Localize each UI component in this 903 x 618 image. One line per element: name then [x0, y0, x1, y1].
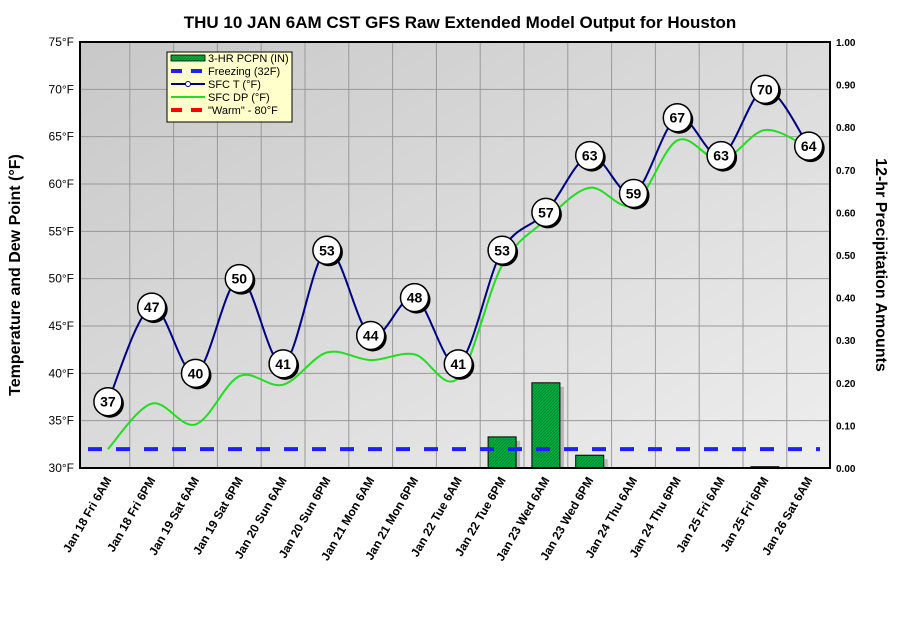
temp-data-label: 67 — [670, 110, 686, 126]
y2-tick-label: 0.90 — [836, 81, 856, 92]
plot-border — [79, 41, 831, 469]
precip-bar — [575, 454, 605, 469]
temp-data-label: 64 — [801, 138, 817, 154]
temp-marker — [180, 358, 211, 389]
temp-data-label: 59 — [626, 185, 642, 201]
temp-marker — [793, 131, 824, 161]
y-tick-label: 40°F — [49, 366, 74, 380]
legend-temp: SFC T (°F) — [208, 79, 261, 91]
y-tick-label: 60°F — [49, 177, 74, 191]
temp-marker — [574, 140, 605, 171]
precip-bar — [487, 436, 517, 469]
temp-data-label: 53 — [319, 242, 335, 258]
temp-marker — [268, 349, 298, 379]
legend-warm: "Warm" - 80°F — [208, 105, 278, 117]
legend: 3-HR PCPN (IN) Freezing (32F) SFC T (°F)… — [166, 51, 293, 123]
temp-data-label: 57 — [538, 204, 554, 220]
y-tick-label: 65°F — [49, 130, 74, 144]
y-tick-label: 50°F — [49, 272, 74, 286]
y2-axis-label: 12-hr Precipitation Amounts — [872, 158, 889, 372]
y-tick-label: 35°F — [49, 414, 74, 428]
temp-marker — [531, 197, 561, 228]
y2-tick-label: 0.00 — [836, 464, 856, 475]
legend-freezing: Freezing (32F) — [208, 66, 280, 78]
temp-marker — [750, 74, 780, 105]
y-axis-label: Temperature and Dew Point (°F) — [7, 154, 24, 396]
y2-tick-label: 0.80 — [836, 123, 856, 134]
legend-pcpn: 3-HR PCPN (IN) — [208, 53, 289, 65]
precip-bar — [531, 382, 561, 469]
y-tick-label: 45°F — [49, 319, 74, 333]
temp-data-label: 41 — [451, 356, 467, 372]
temp-data-label: 63 — [582, 148, 598, 164]
temp-data-label: 37 — [100, 394, 116, 410]
temp-marker — [224, 263, 255, 294]
temp-marker — [662, 102, 693, 133]
y2-tick-label: 0.30 — [836, 336, 856, 347]
temp-data-label: 53 — [494, 242, 510, 258]
temp-data-label: 40 — [188, 365, 204, 381]
y2-tick-label: 0.70 — [836, 166, 856, 177]
temp-data-label: 50 — [232, 271, 248, 287]
temp-marker — [355, 320, 386, 351]
temp-data-label: 70 — [757, 81, 773, 97]
y2-tick-label: 0.10 — [836, 421, 856, 432]
temp-marker — [487, 235, 517, 266]
y2-tick-label: 0.60 — [836, 208, 856, 219]
temp-data-label: 63 — [713, 148, 729, 164]
y2-tick-label: 0.20 — [836, 379, 856, 390]
temp-marker — [399, 282, 430, 313]
temp-data-label: 41 — [275, 356, 291, 372]
y-tick-label: 70°F — [49, 82, 74, 96]
temp-marker — [706, 140, 736, 171]
legend-marker-temp — [185, 81, 191, 87]
y2-tick-label: 1.00 — [836, 38, 856, 49]
temp-marker — [443, 349, 474, 379]
temp-data-label: 47 — [144, 299, 160, 315]
legend-swatch-pcpn — [170, 54, 206, 62]
temp-data-label: 48 — [407, 290, 423, 306]
chart-title: THU 10 JAN 6AM CST GFS Raw Extended Mode… — [184, 13, 737, 32]
legend-box — [166, 51, 293, 123]
y2-tick-label: 0.50 — [836, 251, 856, 262]
y-tick-label: 30°F — [49, 461, 74, 475]
temp-marker — [93, 386, 123, 417]
temp-marker — [136, 292, 167, 322]
y-tick-label: 75°F — [49, 35, 74, 49]
legend-dewpoint: SFC DP (°F) — [208, 92, 270, 104]
temp-marker — [312, 235, 342, 266]
y2-tick-label: 0.40 — [836, 294, 856, 305]
y-tick-label: 55°F — [49, 224, 74, 238]
temp-data-label: 44 — [363, 327, 379, 343]
temp-marker — [618, 178, 649, 209]
